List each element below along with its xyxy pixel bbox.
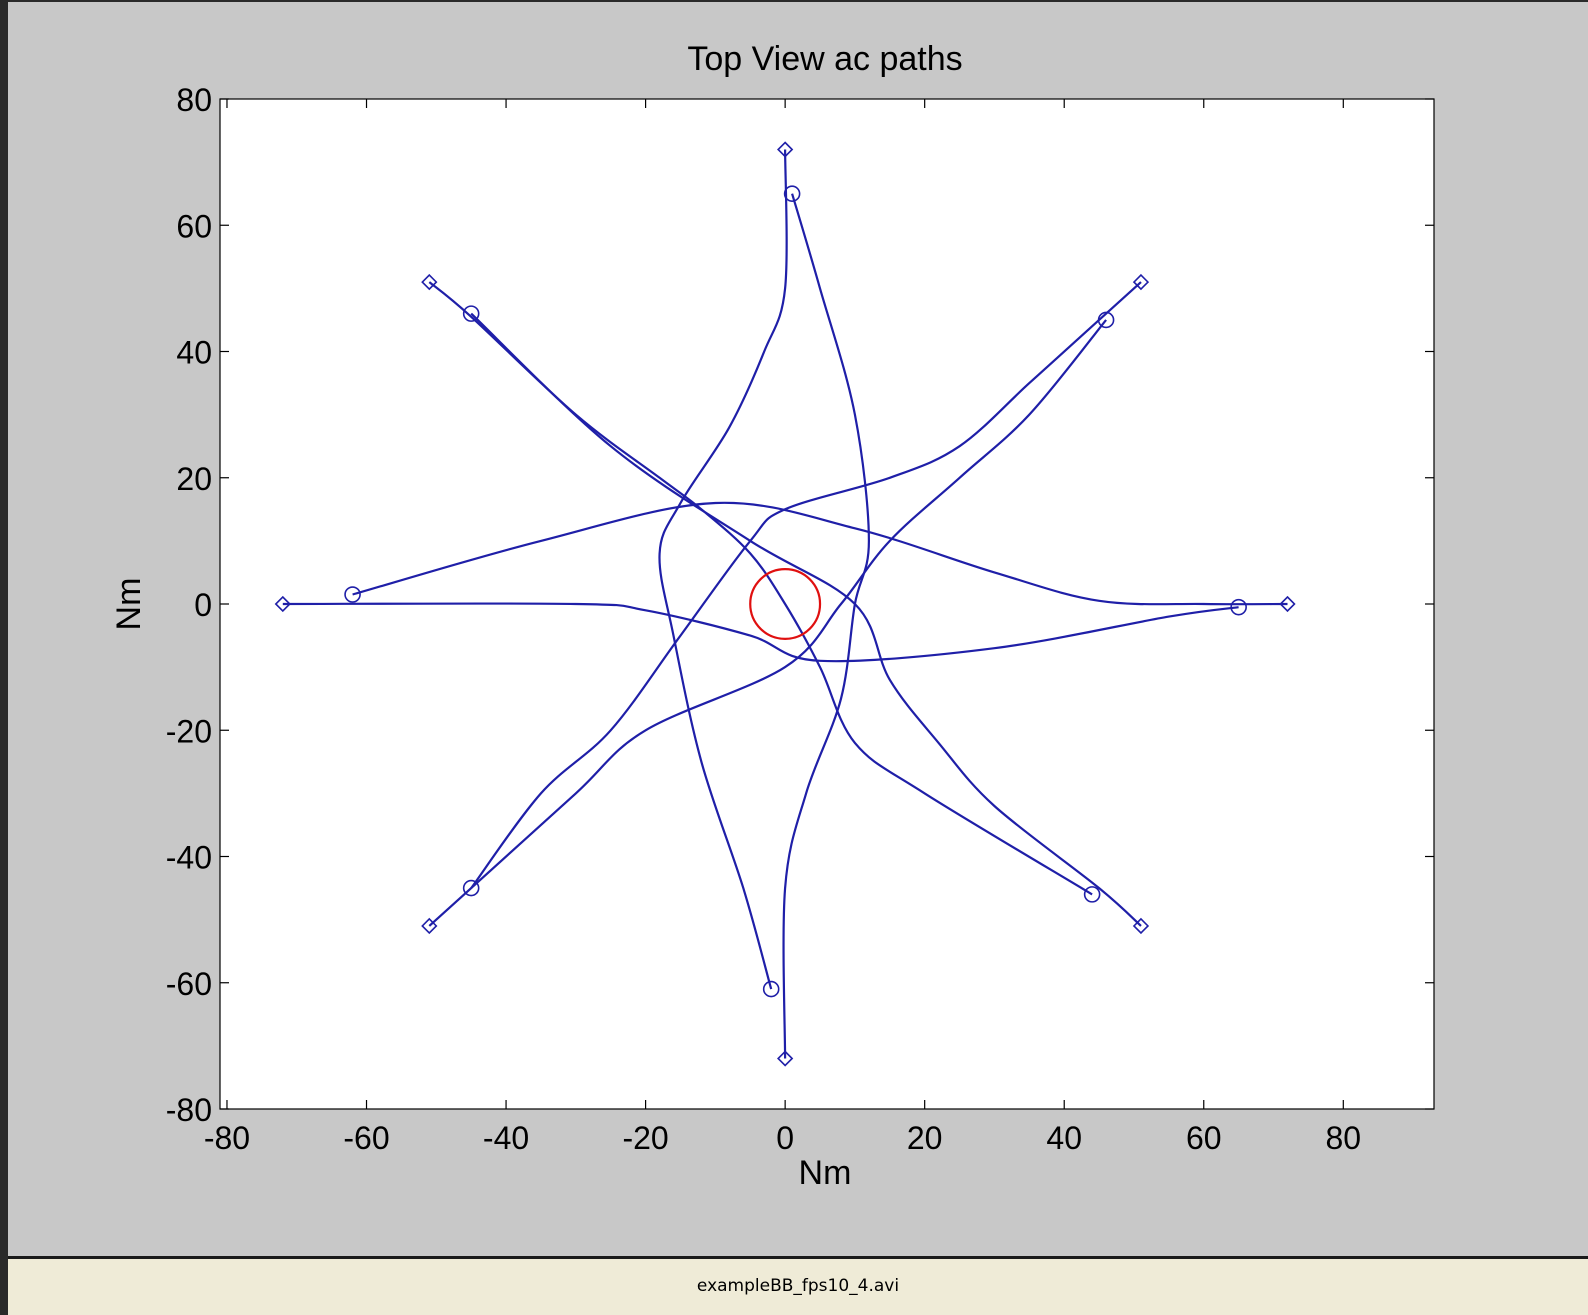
diamond-marker [421, 273, 438, 291]
status-bar: exampleBB_fps10_4.avi [8, 1256, 1588, 1315]
circle-marker [1097, 311, 1115, 329]
x-tick-label: 80 [1326, 1120, 1362, 1156]
y-tick-label: 60 [176, 208, 212, 244]
diamond-marker [777, 141, 794, 158]
y-tick-label: -80 [166, 1092, 212, 1128]
path-markers [274, 141, 1296, 1067]
tick-labels: -80 -60 -40 -20 0 20 40 60 80 -80 -60 -40 -20 0 20 40 60… [166, 82, 1361, 1156]
x-tick-label: 40 [1046, 1120, 1082, 1156]
circle-marker [462, 305, 480, 322]
circle-marker [462, 879, 480, 897]
path-series [282, 149, 1288, 1059]
status-filename: exampleBB_fps10_4.avi [696, 1276, 900, 1296]
diamond-marker [421, 917, 438, 935]
circle-marker [1083, 886, 1101, 903]
diamond-marker [1279, 595, 1296, 613]
diamond-marker [777, 1050, 794, 1067]
diamond-marker [274, 595, 291, 613]
center-circle [749, 567, 822, 640]
y-tick-label: -20 [166, 713, 212, 749]
y-tick-label: -40 [166, 840, 212, 876]
x-tick-label: -20 [622, 1120, 668, 1156]
y-axis-label: Nm [110, 578, 148, 631]
circle-marker [783, 185, 801, 202]
circle-marker [344, 586, 361, 603]
aircraft-path-line [282, 602, 1239, 663]
aircraft-path-line [470, 312, 1142, 927]
x-tick-label: -40 [483, 1120, 529, 1156]
diamond-marker [1132, 917, 1150, 935]
figure-area: -80 -60 -40 -20 0 20 40 60 80 -80 -60 -40 -20 0 20 40 60… [8, 2, 1588, 1256]
y-tick-label: 0 [194, 587, 212, 623]
aircraft-path-line [658, 149, 788, 990]
aircraft-path-line [352, 501, 1288, 606]
x-tick-label: -60 [343, 1120, 389, 1156]
y-tick-label: 20 [176, 461, 212, 497]
axes-frame [219, 98, 1435, 1110]
circle-marker [1230, 598, 1247, 616]
x-tick-label: -80 [204, 1120, 250, 1156]
x-tick-label: 60 [1186, 1120, 1222, 1156]
y-tick-label: -60 [166, 966, 212, 1002]
aircraft-path-line [428, 319, 1107, 927]
diamond-marker [1132, 273, 1150, 291]
chart-title: Top View ac paths [687, 40, 962, 78]
aircraft-path-line [470, 281, 1142, 889]
x-axis-label: Nm [799, 1154, 852, 1192]
chart: -80 -60 -40 -20 0 20 40 60 80 -80 -60 -40 -20 0 20 40 60… [110, 40, 1435, 1192]
y-tick-label: 40 [176, 335, 212, 371]
circle-marker [762, 980, 780, 998]
x-tick-label: 20 [907, 1120, 943, 1156]
x-tick-label: 0 [776, 1120, 794, 1156]
y-tick-label: 80 [176, 82, 212, 118]
